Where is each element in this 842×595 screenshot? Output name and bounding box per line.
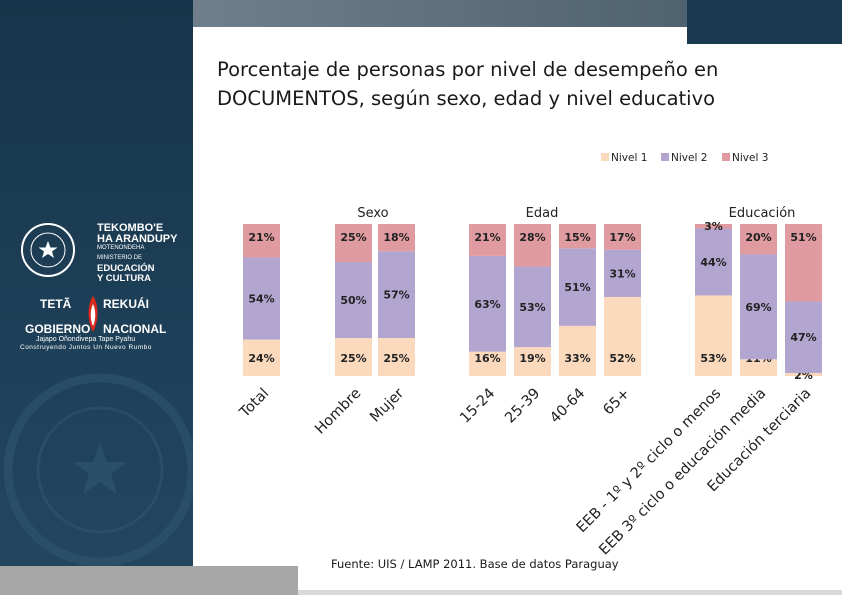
data-label: 18%: [383, 231, 409, 244]
bar-segment-3: [514, 224, 551, 267]
gov-logo-mark: [88, 296, 98, 332]
top-decorative-bar: [193, 0, 687, 27]
bar-segment-3: [378, 224, 415, 252]
bar-segment-2: [785, 301, 822, 373]
bar-segment-1: [740, 359, 777, 376]
category-label: Hombre: [312, 385, 364, 437]
chart-title: Porcentaje de personas por nivel de dese…: [217, 58, 719, 110]
data-label: 50%: [340, 294, 366, 307]
data-label: 24%: [248, 352, 274, 365]
bar-segment-1: [335, 338, 372, 376]
logo-line-3: MOTENONDEHA: [97, 245, 145, 251]
data-label: 69%: [745, 301, 771, 314]
bar-segment-3: [604, 224, 641, 250]
legend-label-1: Nivel 1: [611, 152, 647, 164]
bar-segment-1: [469, 351, 506, 376]
data-label: 15%: [564, 231, 590, 244]
data-label: 20%: [745, 231, 771, 244]
data-label: 33%: [564, 352, 590, 365]
legend-swatch-2: [661, 153, 669, 161]
data-label: 57%: [383, 289, 409, 302]
bar-segment-3: [469, 224, 506, 256]
legend-swatch-1: [601, 153, 609, 161]
gov-right-line-2: NACIONAL: [103, 322, 167, 336]
data-label: 19%: [519, 352, 545, 365]
category-label: 40-64: [547, 386, 588, 427]
bar-segment-2: [378, 251, 415, 338]
data-label: 17%: [609, 231, 635, 244]
logo-line-2: HA ARANDUPY: [97, 233, 178, 245]
bar-segment-2: [514, 266, 551, 348]
category-label: 15-24: [457, 386, 498, 427]
data-label: 63%: [474, 298, 500, 311]
data-label: 3%: [704, 220, 723, 233]
data-label: 21%: [248, 231, 274, 244]
gov-left-line-2: GOBIERNO: [25, 322, 91, 336]
data-label: 53%: [519, 301, 545, 314]
bar-segment-2: [243, 257, 280, 340]
data-label: 25%: [340, 231, 366, 244]
source-note: Fuente: UIS / LAMP 2011. Base de datos P…: [331, 557, 619, 571]
bar-segment-2: [559, 248, 596, 326]
logo-line-6: Y CULTURA: [97, 273, 152, 284]
bar-segment-3: [785, 224, 822, 302]
motto-spanish: Construyendo Juntos Un Nuevo Rumbo: [20, 344, 152, 351]
bar-segment-2: [469, 255, 506, 352]
legend-label-3: Nivel 3: [732, 152, 768, 164]
top-right-block: [687, 0, 842, 44]
group-label: Educación: [729, 206, 796, 221]
bottom-decorative-bar: [0, 566, 298, 595]
data-label: 25%: [383, 352, 409, 365]
bar-segment-3: [695, 224, 732, 229]
gov-right-line-1: REKUÁI: [103, 297, 150, 311]
bar-segment-2: [695, 228, 732, 296]
data-label: 31%: [609, 267, 635, 280]
legend-label-2: Nivel 2: [671, 152, 707, 164]
bar-segment-3: [243, 224, 280, 258]
bar-segment-1: [695, 295, 732, 376]
logo-line-4: MINISTERIO DE: [97, 255, 143, 261]
bar-segment-2: [604, 249, 641, 297]
category-label: EEB 3º ciclo o educación media: [596, 386, 769, 559]
category-label: Total: [236, 386, 272, 422]
bottom-strip: [298, 590, 842, 595]
category-label: 25-39: [502, 386, 543, 427]
data-label: 25%: [340, 352, 366, 365]
data-label: 51%: [790, 231, 816, 244]
gov-left-line-1: TETÃ: [40, 297, 72, 311]
bar-segment-1: [559, 325, 596, 376]
logo-line-5: EDUCACIÓN: [97, 263, 155, 274]
bar-segment-2: [740, 254, 777, 360]
bar-segment-1: [514, 347, 551, 376]
bar-segment-2: [335, 262, 372, 338]
seal-emblem: [21, 223, 75, 277]
bar-segment-1: [243, 339, 280, 376]
seal-watermark: [3, 373, 193, 566]
logo-line-1: TEKOMBO'E: [97, 222, 164, 234]
data-label: 21%: [474, 231, 500, 244]
data-label: 28%: [519, 231, 545, 244]
sidebar-panel: [0, 0, 193, 595]
bar-segment-3: [559, 224, 596, 249]
data-label: 16%: [474, 352, 500, 365]
category-label: 65+: [600, 386, 633, 419]
data-label: 53%: [700, 352, 726, 365]
bar-segment-3: [335, 224, 372, 262]
category-label: Mujer: [367, 385, 407, 425]
bar-segment-3: [740, 224, 777, 255]
data-label: 47%: [790, 331, 816, 344]
legend-swatch-3: [722, 153, 730, 161]
motto-guarani: Jajapo Oñondivepa Tape Pyahu: [36, 336, 136, 343]
data-label: 54%: [248, 292, 274, 305]
group-label: Sexo: [357, 206, 388, 221]
bar-segment-1: [604, 296, 641, 376]
data-label: 51%: [564, 281, 590, 294]
bar-segment-1: [378, 338, 415, 376]
data-label: 44%: [700, 256, 726, 269]
bar-segment-1: [785, 372, 822, 376]
data-label: 52%: [609, 352, 635, 365]
group-label: Edad: [526, 206, 559, 221]
